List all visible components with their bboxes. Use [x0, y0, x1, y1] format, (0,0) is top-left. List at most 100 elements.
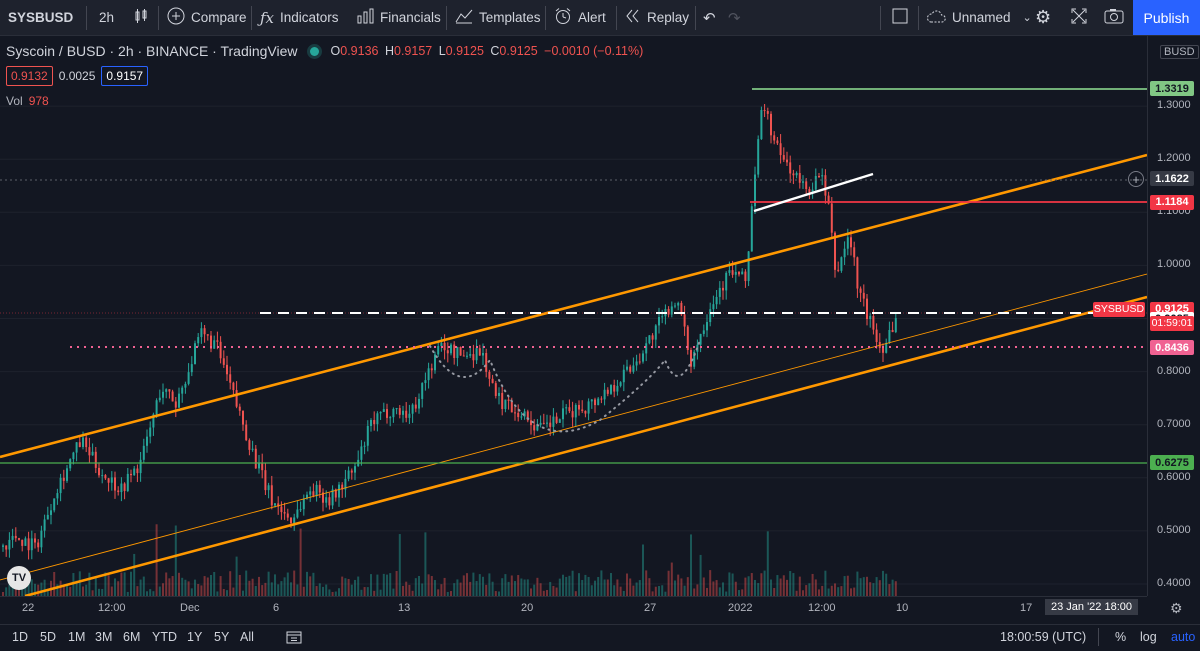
price-tick-label: 1.0000	[1157, 258, 1191, 271]
candle-body	[194, 343, 196, 365]
volume-bar	[520, 578, 523, 596]
volume-bar	[507, 581, 510, 596]
undo-button[interactable]: ↶	[703, 0, 716, 35]
auto-toggle[interactable]: auto	[1171, 630, 1196, 644]
candle-body	[546, 422, 548, 424]
candle-body	[114, 477, 116, 491]
time-tick-label: 10	[896, 602, 909, 614]
interval-button[interactable]: 2h	[99, 0, 114, 35]
volume-bar	[859, 578, 862, 596]
candle-body	[856, 257, 859, 289]
percent-toggle[interactable]: %	[1115, 630, 1127, 644]
date-range-button[interactable]	[286, 630, 302, 647]
candle-body	[258, 462, 260, 469]
crosshair-time-label: 23 Jan '22 18:00	[1045, 599, 1139, 615]
layout-name-button[interactable]: Unnamed ⌄	[926, 0, 1032, 35]
replay-button[interactable]: Replay	[625, 0, 689, 35]
symbol-price-tag: SYSBUSD	[1093, 301, 1145, 317]
candle-body	[507, 399, 510, 401]
candle-body	[539, 422, 542, 425]
ask-price-button[interactable]: 0.9157	[101, 66, 149, 86]
range-button-1m[interactable]: 1M	[68, 630, 86, 644]
volume-bar	[478, 574, 481, 596]
snapshot-button[interactable]	[1104, 0, 1124, 35]
range-button-1y[interactable]: 1Y	[187, 630, 203, 644]
volume-bar	[386, 574, 388, 596]
volume-bar	[325, 584, 328, 596]
candle-body	[184, 383, 187, 388]
volume-bar	[443, 577, 446, 596]
volume-bar	[152, 591, 155, 596]
volume-bar	[360, 589, 363, 596]
redo-button[interactable]: ↷	[728, 0, 741, 35]
volume-bar	[658, 586, 660, 596]
volume-bar	[568, 575, 571, 596]
compare-button[interactable]: Compare	[167, 0, 247, 35]
time-tick-label: Dec	[180, 602, 200, 614]
volume-bar	[178, 572, 180, 596]
volume-bar	[126, 591, 129, 596]
candle-body	[386, 409, 388, 418]
candle-body	[101, 475, 104, 477]
bid-price-button[interactable]: 0.9132	[6, 66, 53, 86]
volume-bar	[40, 582, 43, 596]
candle-body	[725, 272, 728, 291]
candle-body	[171, 391, 174, 402]
candle-body	[501, 392, 504, 409]
add-alert-plus-icon[interactable]: +	[1128, 171, 1144, 187]
chart-style-button[interactable]	[133, 0, 149, 35]
plus-circle-icon	[167, 7, 185, 29]
candle-body	[606, 389, 609, 394]
symbol-search-button[interactable]: SYSBUSD	[8, 0, 73, 35]
candle-body	[568, 407, 571, 412]
fullscreen-button[interactable]	[1071, 0, 1087, 35]
candle-body	[389, 417, 392, 419]
candle-body	[373, 420, 376, 425]
range-button-all[interactable]: All	[240, 630, 254, 644]
volume-bar	[472, 572, 475, 596]
tradingview-logo[interactable]: TV	[7, 566, 31, 590]
range-button-1d[interactable]: 1D	[12, 630, 28, 644]
settings-button[interactable]: ⚙	[1035, 0, 1051, 35]
candle-body	[152, 414, 155, 428]
candle-body	[558, 419, 561, 423]
candle-body	[139, 459, 142, 474]
candle-body	[450, 344, 452, 354]
divider	[616, 6, 617, 30]
range-button-5y[interactable]: 5Y	[214, 630, 230, 644]
templates-button[interactable]: Templates	[455, 0, 541, 35]
log-toggle[interactable]: log	[1140, 630, 1157, 644]
candle-body	[14, 535, 17, 539]
time-axis[interactable]	[0, 596, 1147, 621]
volume-bar	[411, 590, 414, 596]
candle-body	[91, 451, 94, 456]
volume-bar	[619, 586, 622, 596]
range-button-6m[interactable]: 6M	[123, 630, 141, 644]
candle-body	[613, 385, 616, 392]
volume-bar	[894, 581, 897, 596]
volume-bar	[674, 580, 676, 596]
alert-button[interactable]: Alert	[554, 0, 606, 35]
price-tick-label: 0.7000	[1157, 417, 1191, 430]
volume-bar	[430, 576, 433, 596]
volume-bar	[629, 578, 632, 596]
range-button-ytd[interactable]: YTD	[152, 630, 177, 644]
volume-bar	[450, 591, 452, 596]
volume-bar	[491, 581, 494, 596]
publish-button[interactable]: Publish	[1133, 0, 1200, 35]
price-chart-canvas[interactable]	[0, 36, 1147, 596]
candle-body	[174, 401, 177, 408]
time-tick-label: 13	[398, 602, 411, 614]
candle-body	[318, 484, 321, 493]
axis-settings-gear-icon[interactable]: ⚙	[1170, 600, 1183, 616]
candle-body	[8, 539, 11, 550]
range-button-5d[interactable]: 5D	[40, 630, 56, 644]
utc-clock[interactable]: 18:00:59 (UTC)	[1000, 630, 1087, 644]
indicators-button[interactable]: ƒx Indicators	[260, 0, 339, 35]
volume-bar	[837, 587, 840, 596]
price-axis[interactable]	[1147, 36, 1200, 596]
financials-button[interactable]: Financials	[357, 0, 441, 35]
layout-select-button[interactable]	[892, 0, 908, 35]
candle-body	[472, 354, 475, 361]
range-button-3m[interactable]: 3M	[95, 630, 113, 644]
